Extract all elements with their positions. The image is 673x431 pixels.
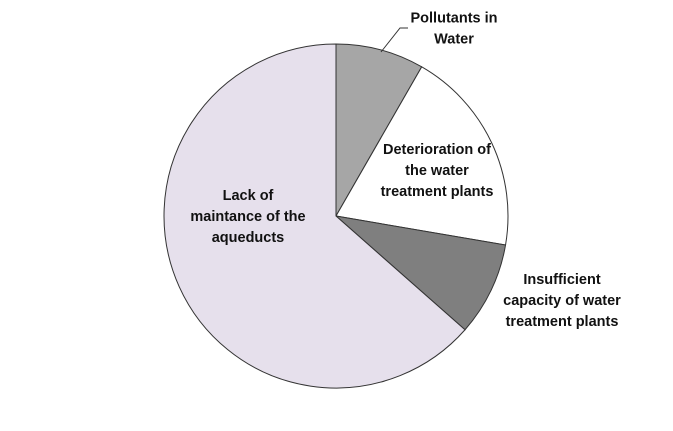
pie-slice-pollutants-in-water <box>335 43 423 218</box>
slice-label-insufficient-capacity-of-water-treatment-plants: Insufficient capacity of water treatment p… <box>503 272 621 330</box>
slice-label-lack-of-maintance-of-the-aqueducts: Lack of maintance of the aqueducts <box>190 188 305 246</box>
leader-line-pollutants-in-water <box>380 27 408 53</box>
pie-slices <box>163 43 509 389</box>
slice-label-deterioration-of-the-water-treatment-plants: Deterioration of the water treatment plant… <box>381 142 494 200</box>
pie-slice-insufficient-capacity-of-water-treatment-plants <box>334 215 507 331</box>
slice-label-pollutants-in-water: Pollutants in Water <box>411 11 498 48</box>
leader-lines <box>380 27 408 53</box>
pie-slice-lack-of-maintance-of-the-aqueducts <box>163 43 466 389</box>
pie-slice-deterioration-of-the-water-treatment-plants <box>335 66 509 246</box>
slice-labels: Pollutants in Water Deterioration of the wa… <box>190 11 621 331</box>
